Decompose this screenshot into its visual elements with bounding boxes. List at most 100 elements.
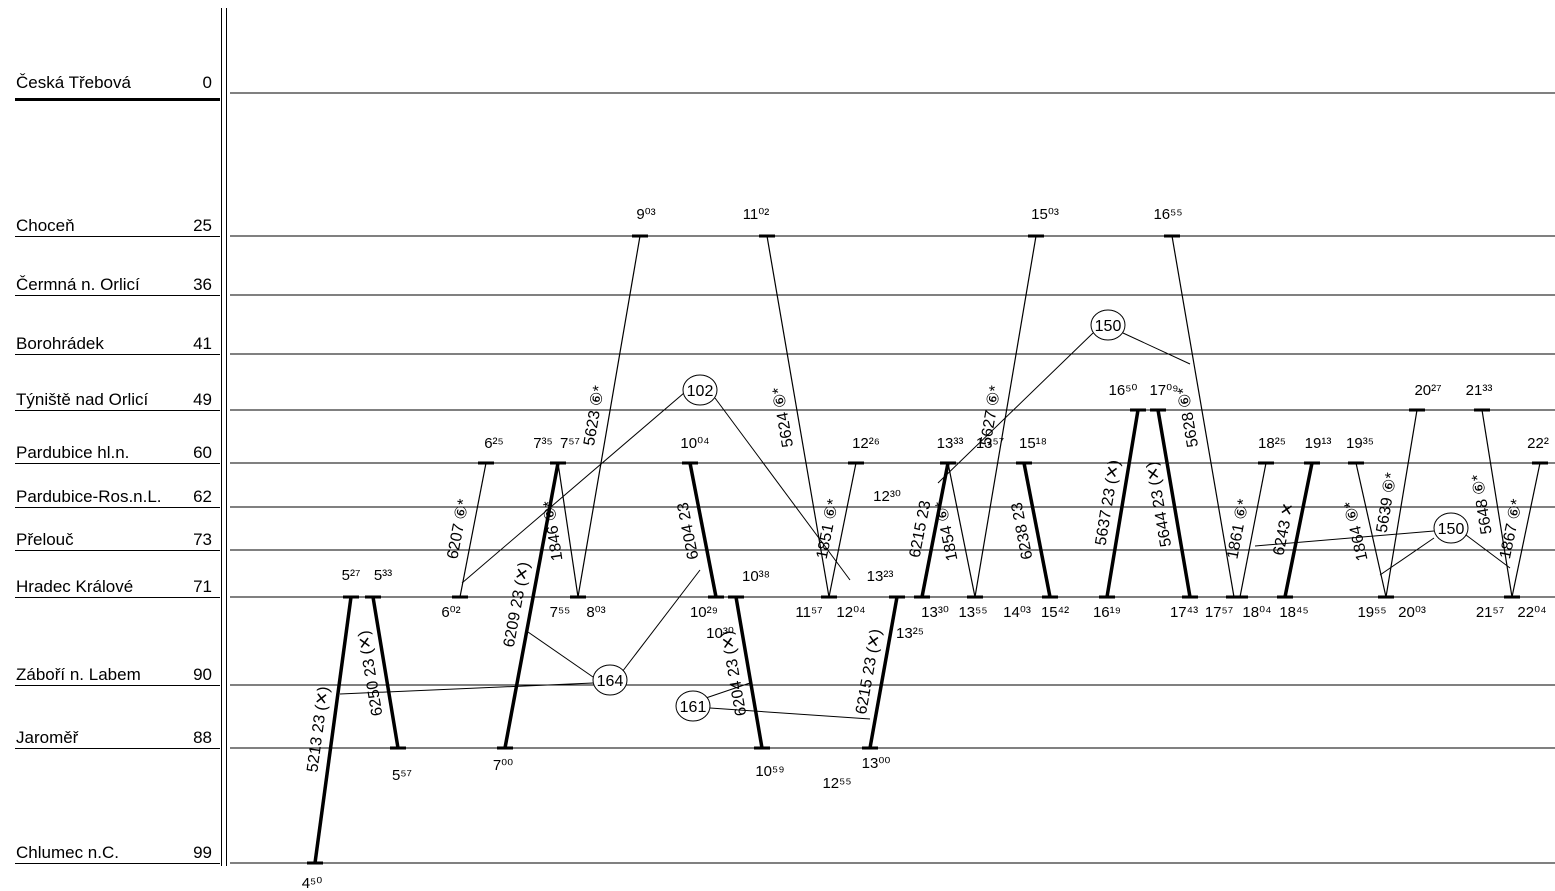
connection-circle xyxy=(1433,512,1469,544)
station-km: 99 xyxy=(193,843,212,862)
connection-line xyxy=(709,707,871,720)
station-name: Česká Třebová xyxy=(16,73,131,92)
time-label: 13⁵⁷ xyxy=(976,435,1004,452)
station-underline xyxy=(15,685,220,686)
station-label: Choceň 25 xyxy=(16,217,216,234)
station-km: 71 xyxy=(193,577,212,596)
station-underline xyxy=(15,748,220,749)
station-km: 0 xyxy=(202,73,212,92)
time-label: 22⁰⁴ xyxy=(1517,604,1546,621)
time-label: 5⁵⁷ xyxy=(392,767,412,784)
train-path xyxy=(688,462,718,598)
time-label: 10⁵⁹ xyxy=(755,763,784,780)
time-label: 7⁵⁵ xyxy=(550,604,571,621)
train-path xyxy=(503,462,560,749)
station-underline xyxy=(15,236,220,237)
time-label: 6⁰² xyxy=(441,604,460,621)
time-label: 17⁴³ xyxy=(1170,604,1198,621)
time-label: 20²⁷ xyxy=(1414,382,1441,399)
station-km: 41 xyxy=(193,334,212,353)
connection-circle xyxy=(592,664,628,696)
time-label: 17⁰⁹ xyxy=(1149,382,1178,399)
time-label: 6²⁵ xyxy=(484,435,504,452)
station-label: Týniště nad Orlicí 49 xyxy=(16,391,216,408)
station-km: 25 xyxy=(193,216,212,235)
station-label: Přelouč 73 xyxy=(16,531,216,548)
connection-line xyxy=(699,682,751,701)
connection-label: 102 xyxy=(687,383,714,400)
time-label: 22² xyxy=(1527,435,1549,452)
station-km: 88 xyxy=(193,728,212,747)
time-label: 5³³ xyxy=(374,567,392,584)
time-label: 19¹³ xyxy=(1305,435,1332,452)
time-label: 13³⁰ xyxy=(921,604,949,621)
station-underline xyxy=(15,550,220,551)
station-label: Pardubice-Ros.n.L. 62 xyxy=(16,488,216,505)
station-underline xyxy=(15,354,220,355)
connection-line xyxy=(461,392,685,584)
time-label: 10³⁰ xyxy=(706,625,734,642)
station-label: Česká Třebová 0 xyxy=(16,74,216,91)
train-number-label: 1846 ⑥* xyxy=(541,499,567,561)
time-label: 4⁵⁰ xyxy=(302,875,323,891)
station-label: Hradec Králové 71 xyxy=(16,578,216,595)
time-label: 5²⁷ xyxy=(342,567,361,584)
station-name: Záboří n. Labem xyxy=(16,665,141,684)
train-number-label: 1864 ⑥* xyxy=(1342,500,1372,563)
time-label: 7³⁵ xyxy=(533,435,553,452)
station-underline xyxy=(15,863,220,864)
train-path xyxy=(371,596,400,749)
train-path xyxy=(577,235,641,598)
time-label: 16¹⁹ xyxy=(1093,604,1121,621)
time-label: 14⁰³ xyxy=(1003,604,1031,621)
station-underline xyxy=(15,507,220,508)
time-label: 9⁰³ xyxy=(636,206,655,223)
train-path xyxy=(459,462,487,598)
time-label: 11⁰² xyxy=(743,206,770,223)
time-label: 20⁰³ xyxy=(1398,604,1426,621)
connection-label: 164 xyxy=(597,673,624,690)
station-name: Jaroměř xyxy=(16,728,79,747)
time-label: 10³⁸ xyxy=(742,568,770,585)
station-name: Přelouč xyxy=(16,530,74,549)
train-number-label: 5639 ⑥* xyxy=(1374,471,1401,534)
time-label: 13⁰⁰ xyxy=(862,755,891,772)
station-km: 73 xyxy=(193,530,212,549)
time-label: 8⁰³ xyxy=(586,604,605,621)
train-number-label: 6209 23 (✕) xyxy=(501,561,533,649)
connection-line xyxy=(621,569,701,673)
station-name: Týniště nad Orlicí xyxy=(16,390,149,409)
station-underline xyxy=(15,597,220,598)
time-label: 13³³ xyxy=(937,435,964,452)
time-label: 16⁵⁵ xyxy=(1153,206,1182,223)
connection-circle xyxy=(1090,309,1126,341)
train-path xyxy=(1283,462,1314,598)
train-path xyxy=(868,596,899,749)
connection-circle xyxy=(675,690,711,722)
station-label: Záboří n. Labem 90 xyxy=(16,666,216,683)
train-number-label: 5624 ⑥* xyxy=(770,386,797,449)
train-path xyxy=(1239,462,1267,598)
station-name: Hradec Králové xyxy=(16,577,134,596)
connection-label: 150 xyxy=(1438,521,1465,538)
connection-circle xyxy=(682,374,718,406)
connection-line xyxy=(714,397,851,581)
time-label: 7⁵⁷ xyxy=(560,435,580,452)
train-path xyxy=(1511,462,1541,598)
time-label: 19⁵⁵ xyxy=(1357,604,1386,621)
train-path xyxy=(557,462,579,598)
time-label: 13²⁵ xyxy=(896,625,924,642)
time-label: 10⁰⁴ xyxy=(680,435,709,452)
train-path xyxy=(1022,462,1052,598)
train-path xyxy=(734,596,764,749)
time-label: 19³⁵ xyxy=(1346,435,1374,452)
time-label: 16⁵⁰ xyxy=(1109,382,1138,399)
time-label: 17⁵⁷ xyxy=(1205,604,1233,621)
train-number-label: 5628 ⑥* xyxy=(1175,386,1202,449)
time-label: 11⁵⁷ xyxy=(795,604,822,621)
station-km: 36 xyxy=(193,275,212,294)
train-number-label: 6215 23 (✕) xyxy=(853,628,885,716)
axis-line xyxy=(226,8,227,866)
connection-label: 161 xyxy=(680,699,707,716)
